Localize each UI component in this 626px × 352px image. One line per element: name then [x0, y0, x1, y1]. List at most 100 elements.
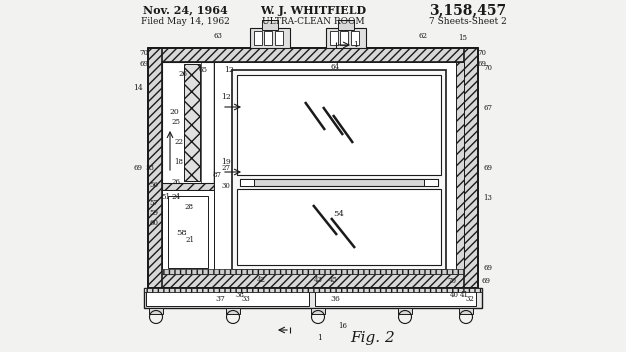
- Text: 18: 18: [175, 158, 183, 166]
- Text: 62: 62: [419, 32, 428, 40]
- Text: 57: 57: [150, 199, 158, 207]
- Text: 69: 69: [140, 60, 148, 68]
- Bar: [262, 20, 278, 30]
- Text: 3,158,457: 3,158,457: [429, 3, 506, 17]
- Bar: [162, 269, 464, 274]
- Text: 19: 19: [221, 158, 231, 166]
- Bar: [464, 48, 478, 288]
- Text: 54: 54: [334, 210, 344, 218]
- Text: W. J. WHITFIELD: W. J. WHITFIELD: [260, 5, 366, 15]
- Text: 67: 67: [483, 104, 493, 112]
- Text: 25: 25: [172, 118, 180, 126]
- Text: 64: 64: [331, 63, 339, 71]
- Text: 15: 15: [458, 34, 468, 42]
- Text: 70: 70: [478, 49, 486, 57]
- Text: 42: 42: [257, 276, 265, 284]
- Bar: [250, 28, 290, 48]
- Bar: [149, 308, 163, 314]
- Bar: [144, 288, 482, 308]
- Text: 69: 69: [483, 264, 493, 272]
- Text: 43: 43: [314, 276, 322, 284]
- Text: 27: 27: [222, 164, 230, 172]
- Text: 1: 1: [317, 334, 322, 342]
- Text: 12: 12: [224, 66, 234, 74]
- Text: 37: 37: [215, 295, 225, 303]
- Bar: [232, 70, 446, 270]
- Bar: [168, 196, 208, 268]
- Bar: [456, 62, 464, 274]
- Bar: [240, 179, 254, 186]
- Bar: [315, 290, 476, 306]
- Text: 69: 69: [483, 164, 493, 172]
- Bar: [254, 31, 262, 45]
- Text: Filed May 14, 1962: Filed May 14, 1962: [141, 17, 229, 25]
- Text: 87: 87: [212, 171, 222, 179]
- Bar: [240, 179, 438, 186]
- Bar: [237, 75, 441, 175]
- Text: 16: 16: [339, 322, 347, 330]
- Bar: [338, 20, 354, 30]
- Bar: [311, 308, 325, 314]
- Text: 58: 58: [177, 229, 187, 237]
- Text: 26: 26: [178, 70, 188, 78]
- Text: 21: 21: [185, 236, 195, 244]
- Text: 70: 70: [140, 49, 148, 57]
- Text: 28: 28: [185, 203, 193, 211]
- Text: 22: 22: [175, 138, 183, 146]
- Text: ULTRA-CLEAN ROOM: ULTRA-CLEAN ROOM: [262, 17, 364, 25]
- Text: 45: 45: [329, 276, 337, 284]
- Bar: [162, 190, 214, 274]
- Bar: [148, 48, 162, 288]
- Text: Nov. 24, 1964: Nov. 24, 1964: [143, 5, 227, 15]
- Text: 69: 69: [481, 277, 491, 285]
- Text: 53: 53: [146, 164, 155, 172]
- Bar: [148, 274, 478, 288]
- Text: 60: 60: [150, 219, 158, 227]
- Text: 40: 40: [449, 291, 458, 299]
- Bar: [351, 31, 359, 45]
- Text: 70: 70: [483, 64, 493, 72]
- Text: 69: 69: [478, 60, 486, 68]
- Bar: [144, 288, 482, 292]
- Bar: [184, 64, 200, 181]
- Text: 33: 33: [242, 295, 250, 303]
- Bar: [237, 189, 441, 265]
- Bar: [459, 308, 473, 314]
- Text: 63: 63: [213, 32, 222, 40]
- Text: 51: 51: [162, 193, 170, 201]
- Text: 24: 24: [172, 193, 180, 201]
- Text: Fig. 2: Fig. 2: [350, 331, 395, 345]
- Bar: [226, 308, 240, 314]
- Text: 1: 1: [354, 41, 359, 49]
- Text: 41: 41: [459, 291, 468, 299]
- Text: 36: 36: [330, 295, 340, 303]
- Bar: [214, 183, 232, 190]
- Text: 38: 38: [235, 291, 244, 299]
- Text: 12: 12: [221, 93, 231, 101]
- Bar: [424, 179, 438, 186]
- Bar: [146, 290, 309, 306]
- Bar: [162, 62, 214, 274]
- Text: 70: 70: [448, 277, 456, 285]
- Bar: [184, 191, 200, 272]
- Bar: [398, 308, 412, 314]
- Text: 20: 20: [169, 108, 179, 116]
- Bar: [162, 183, 217, 190]
- Text: 59: 59: [150, 209, 158, 217]
- Bar: [340, 31, 348, 45]
- Text: 26: 26: [172, 178, 180, 186]
- Bar: [330, 31, 338, 45]
- Text: 69: 69: [133, 164, 143, 172]
- Text: 7 Sheets-Sheet 2: 7 Sheets-Sheet 2: [429, 17, 507, 25]
- Bar: [264, 31, 272, 45]
- Text: 14: 14: [133, 84, 143, 92]
- Text: 56: 56: [150, 181, 158, 189]
- Text: 30: 30: [222, 182, 230, 190]
- Bar: [275, 31, 283, 45]
- Text: 65: 65: [198, 66, 207, 74]
- Text: 13: 13: [483, 194, 493, 202]
- Bar: [326, 28, 366, 48]
- Bar: [148, 48, 478, 62]
- Text: 32: 32: [466, 295, 475, 303]
- Bar: [214, 62, 464, 274]
